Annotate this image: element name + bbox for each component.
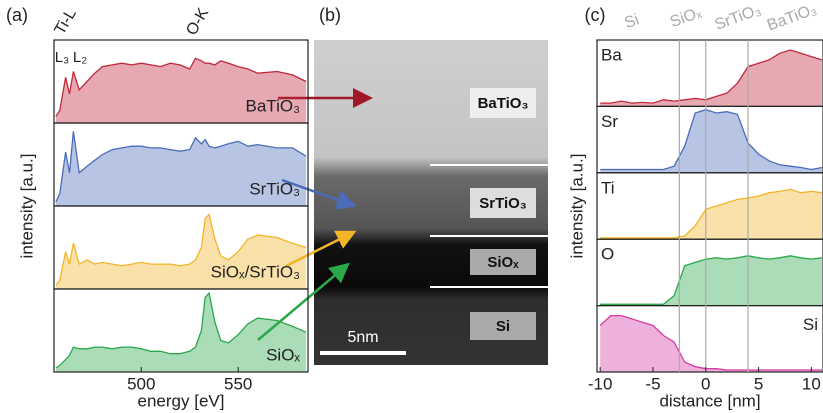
- area-fill: [600, 109, 822, 173]
- line: [600, 109, 823, 171]
- x-tick-label: 10: [802, 374, 821, 393]
- x-axis-label: distance [nm]: [659, 391, 760, 410]
- line: [600, 188, 822, 239]
- annotation: Ti-L: [52, 6, 80, 38]
- label-box: [470, 249, 536, 275]
- area-fill: [600, 315, 822, 372]
- line: [55, 131, 307, 203]
- arrow: [285, 230, 357, 268]
- x-tick-label: -5: [645, 374, 660, 393]
- panel-label: (c): [585, 5, 606, 25]
- image-panel: BaTiO₃ SrTiO₃ SiOₓ Si 5nm (b): [314, 5, 548, 365]
- series-label: Sr: [601, 112, 618, 131]
- x-tick-label: 500: [127, 374, 155, 393]
- scale-bar-label: 5nm: [347, 329, 378, 346]
- area-fill: [600, 255, 822, 306]
- line: [55, 291, 307, 369]
- arrow: [281, 178, 357, 210]
- x-tick-label: 550: [224, 374, 252, 393]
- region-label: BaTiO₃: [478, 95, 529, 112]
- panel-label: (b): [319, 5, 341, 25]
- arrows: [257, 88, 373, 341]
- series-label: SrTiO₃: [249, 179, 300, 198]
- area-fill: [600, 189, 822, 240]
- annotation: SiOₓ: [668, 4, 705, 31]
- line: [55, 57, 307, 117]
- region-label: SiOₓ: [487, 254, 519, 271]
- annotation: BaTiO₃: [765, 1, 819, 35]
- x-tick-label: -10: [588, 374, 613, 393]
- region-label: SrTiO₃: [479, 195, 527, 212]
- region-label: Si: [496, 318, 510, 335]
- area-fill: [600, 50, 822, 107]
- annotation: SrTiO₃: [713, 2, 764, 34]
- label-box: [470, 88, 536, 118]
- annotation: O-K: [183, 5, 212, 38]
- panel-label: (a): [6, 5, 28, 25]
- series-label: SiOₓ/SrTiO₃: [211, 262, 300, 281]
- line: [55, 212, 307, 286]
- series-label: Si: [803, 315, 818, 334]
- line: [600, 255, 822, 305]
- subpanel-frame: [53, 288, 309, 373]
- label-box: [470, 312, 536, 340]
- annotation: L₂: [73, 49, 87, 66]
- y-axis-label: intensity [a.u.]: [567, 154, 586, 259]
- x-tick-label: 5: [754, 374, 763, 393]
- line: [600, 49, 823, 104]
- area-fill: [55, 214, 307, 289]
- line: [599, 314, 822, 371]
- label-box: [470, 188, 536, 218]
- subpanel-frame: [596, 305, 823, 373]
- series-label: O: [601, 245, 614, 264]
- series-label: Ba: [601, 45, 622, 64]
- arrow: [257, 262, 350, 341]
- y-axis-label: intensity [a.u.]: [17, 154, 36, 259]
- series-label: BaTiO₃: [246, 96, 300, 115]
- area-fill: [55, 58, 307, 123]
- annotation: Si: [622, 11, 641, 32]
- series-label: SiOₓ: [266, 345, 300, 364]
- area-fill: [55, 293, 307, 372]
- area-fill: [55, 131, 307, 206]
- x-axis-label: energy [eV]: [138, 391, 225, 410]
- annotation: L₃: [55, 49, 69, 66]
- series-label: Ti: [601, 178, 615, 197]
- x-tick-label: 0: [701, 374, 710, 393]
